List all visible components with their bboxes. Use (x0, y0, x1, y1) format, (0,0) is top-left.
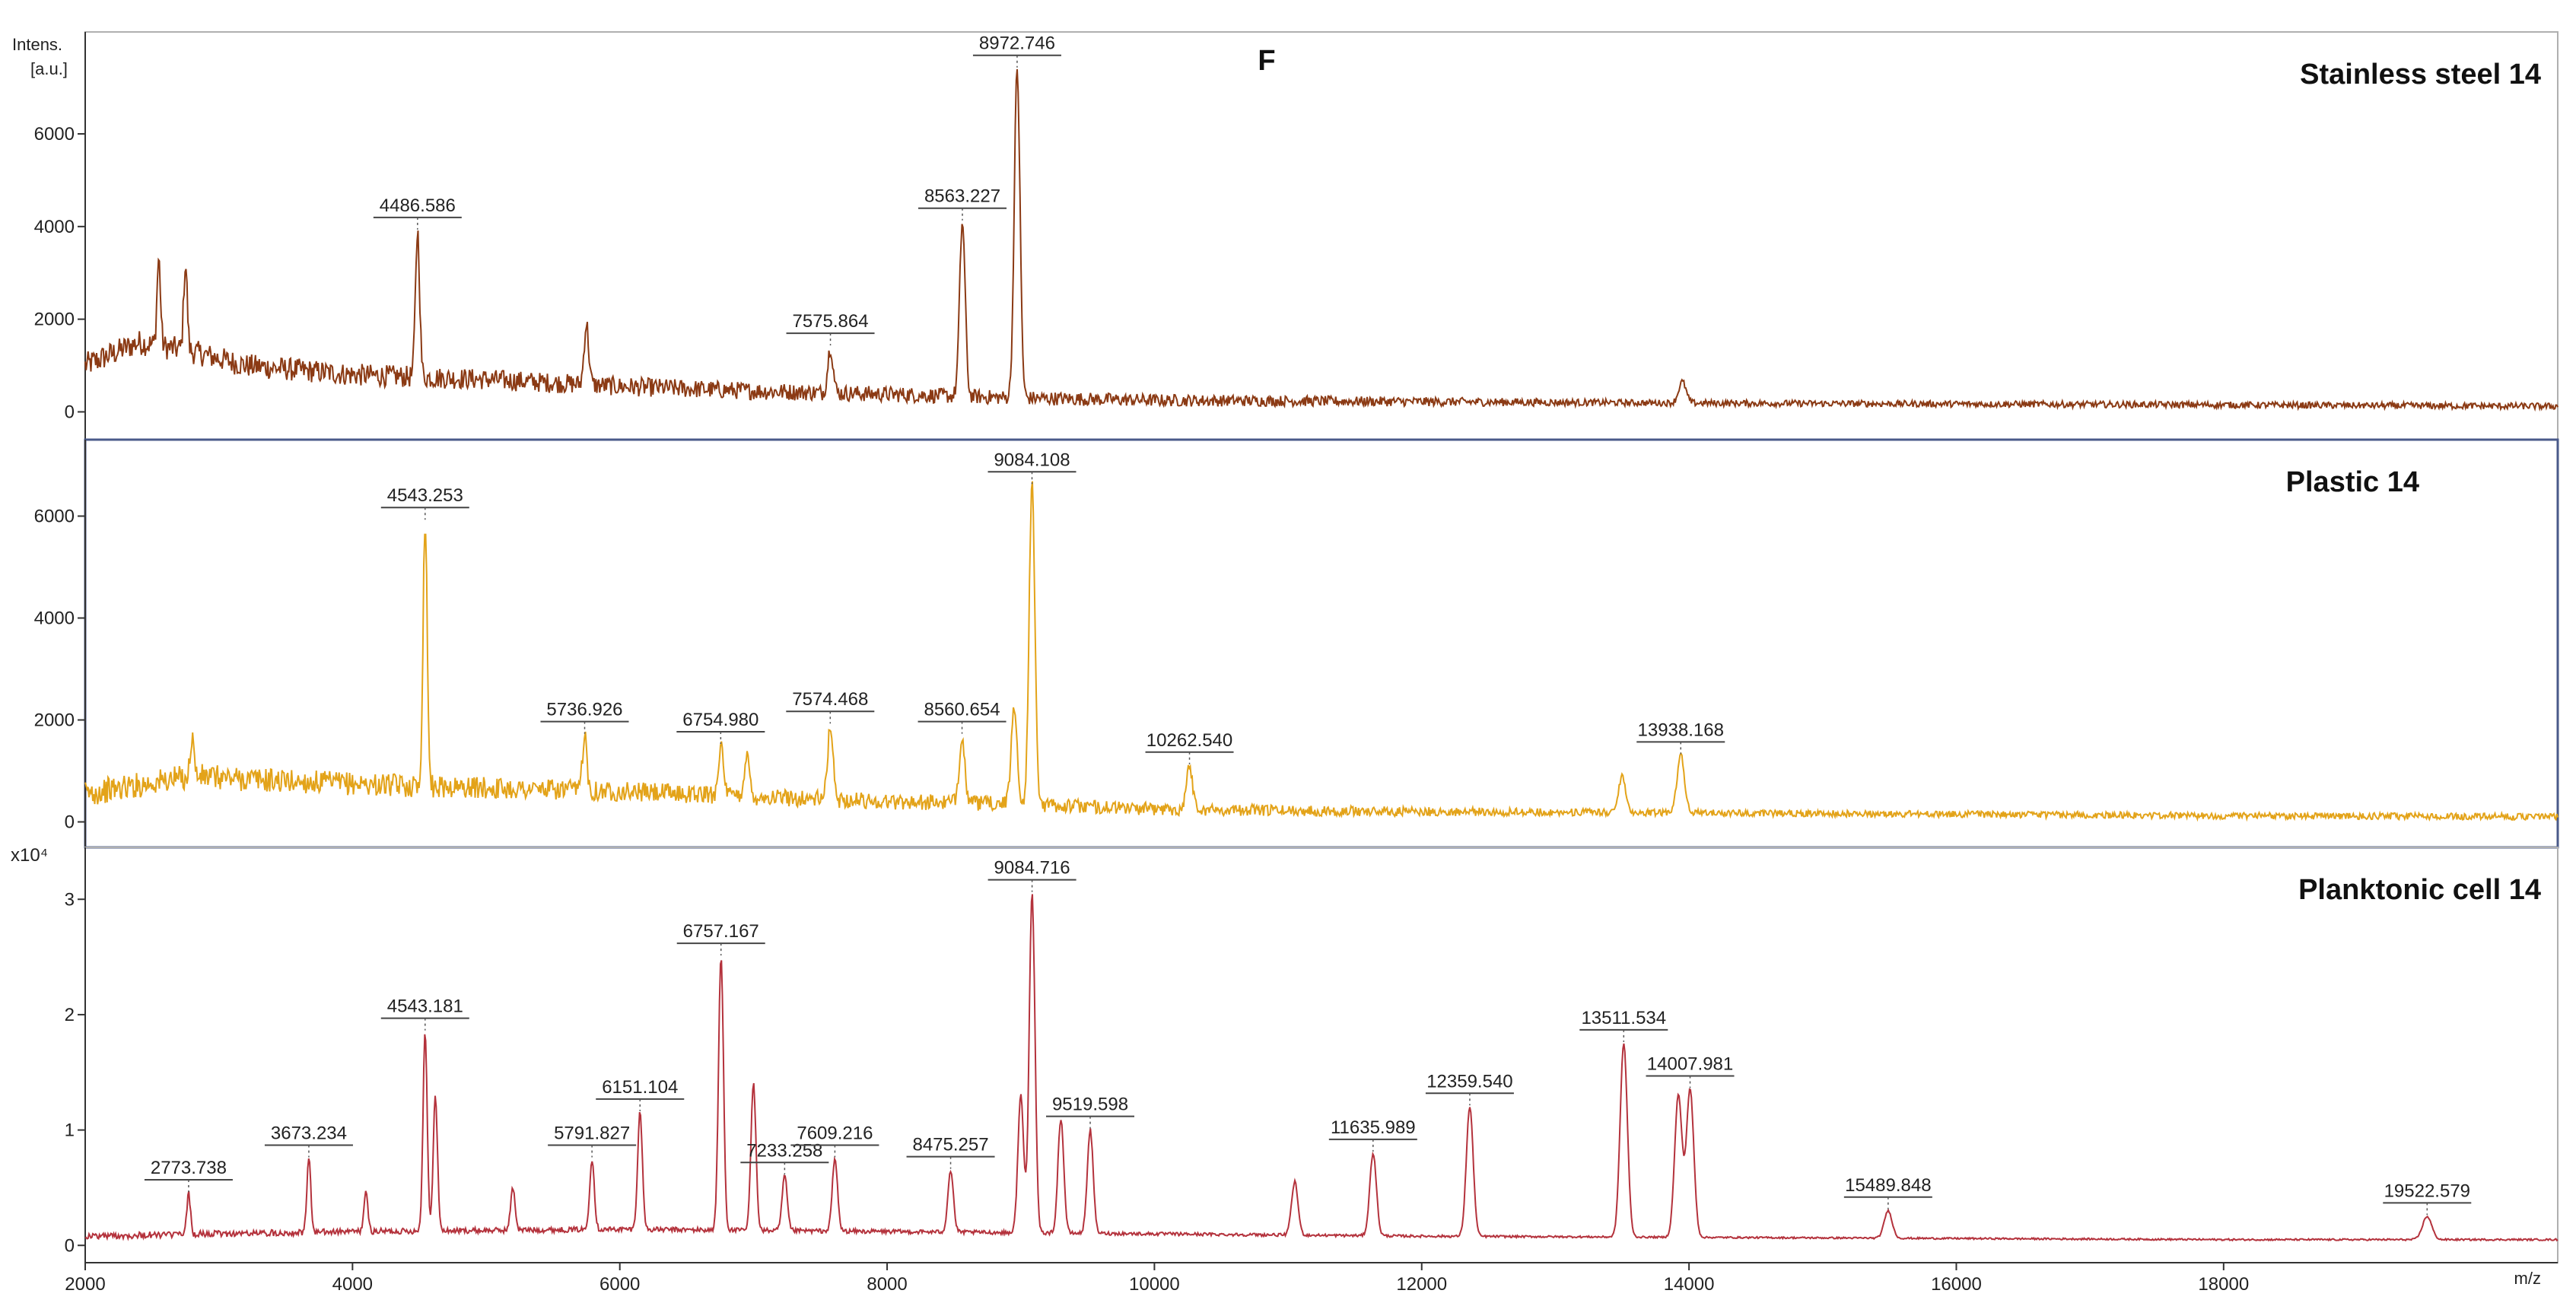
panel-frame (84, 31, 2559, 440)
y-tick-label: 0 (65, 812, 75, 833)
panel-letter: F (1258, 45, 1275, 77)
peak-label: 8475.257 (912, 1135, 988, 1155)
y-tick-label: 2000 (34, 310, 75, 330)
panel-title: Planktonic cell 14 (2298, 874, 2541, 906)
peak-label: 8563.227 (924, 186, 1000, 207)
peak-label: 7575.864 (792, 311, 868, 332)
panel-frame (84, 847, 2559, 1263)
peak-label: 6151.104 (602, 1077, 678, 1098)
y-tick-label: 4000 (34, 217, 75, 237)
y-tick-label: 2000 (34, 710, 75, 731)
peak-label: 9084.108 (994, 450, 1070, 470)
peak-label: 19522.579 (2384, 1181, 2470, 1201)
x-tick-label: 6000 (599, 1274, 640, 1295)
y-tick-label: 0 (65, 1235, 75, 1256)
peak-label: 11635.989 (1331, 1117, 1416, 1138)
y-multiplier-label: x10⁴ (11, 845, 48, 866)
peak-label: 6757.167 (683, 921, 759, 942)
peak-label: 9084.716 (994, 858, 1070, 879)
peak-label: 8560.654 (924, 700, 1000, 720)
peak-label: 3673.234 (271, 1123, 347, 1144)
peak-label: 2773.738 (151, 1158, 227, 1178)
peak-label: 15489.848 (1845, 1175, 1931, 1196)
x-tick-label: 10000 (1129, 1274, 1180, 1295)
y-tick-label: 1 (65, 1120, 75, 1141)
peak-label: 7609.216 (797, 1123, 873, 1144)
peak-label: 9519.598 (1052, 1095, 1128, 1115)
x-tick-label: 4000 (332, 1274, 373, 1295)
peak-label: 4486.586 (380, 195, 456, 216)
x-axis-caption: m/z (2514, 1269, 2541, 1288)
peak-label: 5791.827 (554, 1123, 630, 1144)
y-axis-caption-line2: [a.u.] (30, 59, 68, 78)
x-axis: 2000 4000 6000 8000 10000 12000 14000 16000 1800… (65, 1262, 2558, 1295)
plastic-panel: 0 2000 4000 6000 4543.253 5736.926 6754.980 757… (34, 438, 2559, 849)
x-tick-label: 14000 (1664, 1274, 1715, 1295)
peak-label: 7574.468 (792, 689, 868, 710)
x-tick-label: 2000 (65, 1274, 105, 1295)
panel-title: Stainless steel 14 (2300, 59, 2541, 91)
planktonic-cell-panel: 0 1 2 3 x10⁴ 2773.738 3673.234 4543.181 5791.827… (11, 845, 2559, 1263)
x-tick-label: 8000 (867, 1274, 907, 1295)
y-tick-label: 3 (65, 889, 75, 910)
spectrum-trace (84, 894, 2559, 1242)
peak-label: 13938.168 (1638, 720, 1724, 740)
peak-label: 7233.258 (746, 1140, 822, 1161)
peak-label: 13511.534 (1581, 1008, 1666, 1028)
spectrum-trace (84, 68, 2559, 412)
x-tick-label: 18000 (2198, 1274, 2249, 1295)
peak-label: 5736.926 (546, 700, 622, 720)
peak-label: 6754.980 (682, 710, 758, 730)
x-tick-label: 12000 (1396, 1274, 1447, 1295)
y-tick-label: 6000 (34, 124, 75, 145)
y-tick-label: 6000 (34, 507, 75, 527)
y-tick-label: 2 (65, 1005, 75, 1025)
spectrum-trace (84, 481, 2559, 822)
stainless-steel-panel: 0 2000 4000 6000 4486.586 7575.864 8563.227 897… (34, 31, 2559, 440)
peak-label: 14007.981 (1647, 1054, 1733, 1075)
peak-label: 4543.253 (387, 485, 463, 506)
panel-title: Plastic 14 (2286, 466, 2419, 498)
peak-label: 10262.540 (1146, 730, 1232, 751)
y-tick-label: 0 (65, 402, 75, 422)
peak-label: 8972.746 (979, 33, 1055, 54)
y-tick-label: 4000 (34, 609, 75, 629)
x-tick-label: 16000 (1931, 1274, 1982, 1295)
spectrum-panels: 0 2000 4000 6000 4486.586 7575.864 8563.227 897… (11, 31, 2559, 1263)
y-axis-caption-line1: Intens. (12, 35, 62, 54)
peak-label: 12359.540 (1426, 1071, 1512, 1092)
peak-label: 4543.181 (387, 996, 463, 1017)
